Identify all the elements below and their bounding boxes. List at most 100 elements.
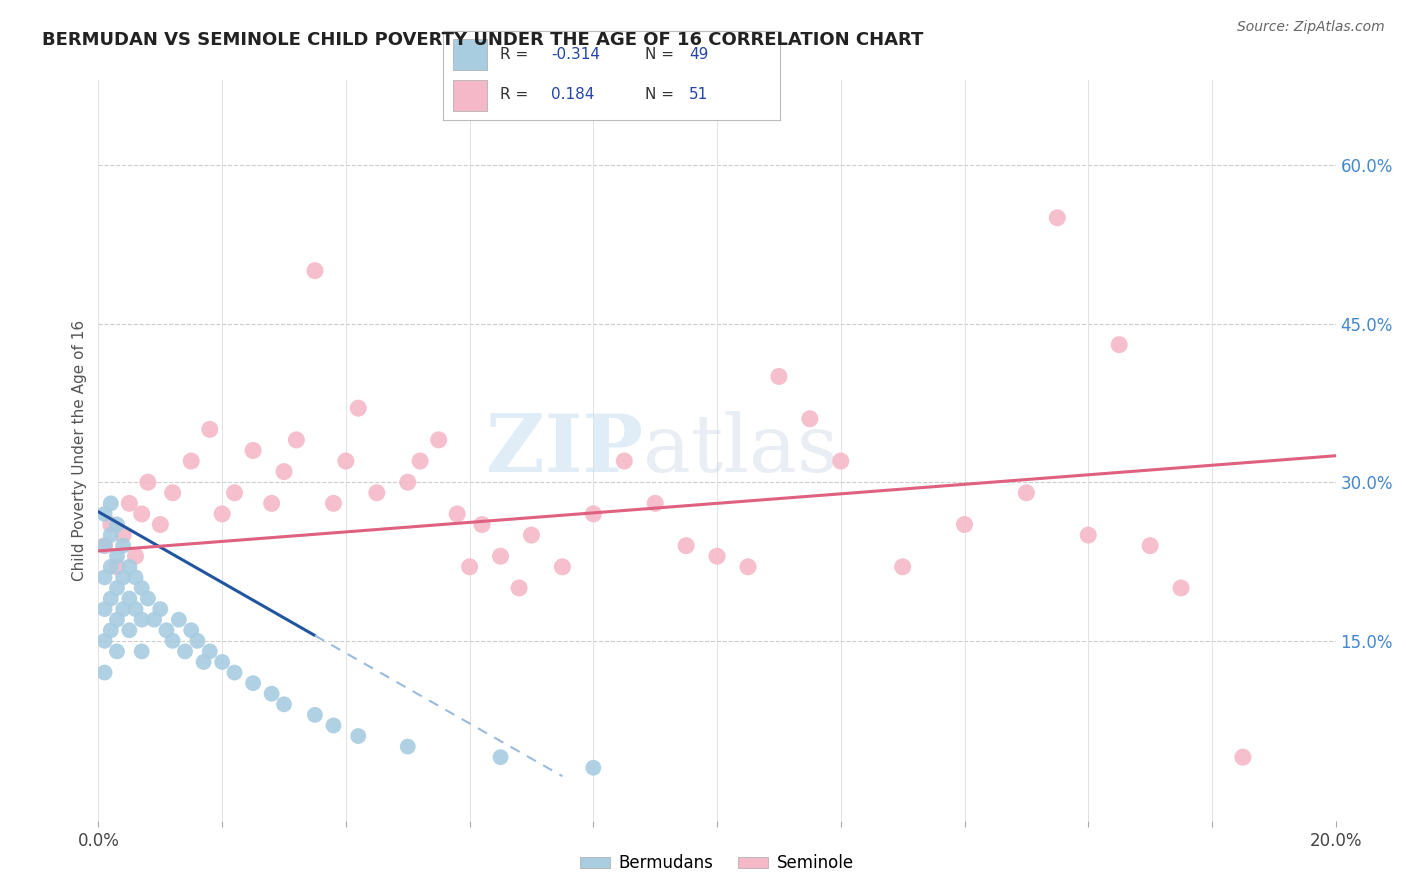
- Point: [149, 602, 172, 616]
- Point: [112, 602, 135, 616]
- Point: [198, 422, 221, 436]
- Point: [335, 454, 357, 468]
- Point: [93, 633, 115, 648]
- Text: -0.314: -0.314: [551, 47, 600, 62]
- Point: [891, 559, 914, 574]
- Point: [768, 369, 790, 384]
- Text: Source: ZipAtlas.com: Source: ZipAtlas.com: [1237, 20, 1385, 34]
- Text: BERMUDAN VS SEMINOLE CHILD POVERTY UNDER THE AGE OF 16 CORRELATION CHART: BERMUDAN VS SEMINOLE CHILD POVERTY UNDER…: [42, 31, 924, 49]
- Point: [93, 665, 115, 680]
- Point: [155, 624, 177, 638]
- Point: [118, 591, 141, 606]
- Point: [304, 263, 326, 277]
- Point: [100, 528, 122, 542]
- Point: [93, 539, 115, 553]
- FancyBboxPatch shape: [453, 39, 486, 70]
- Point: [124, 549, 146, 564]
- Point: [1232, 750, 1254, 764]
- Point: [366, 485, 388, 500]
- Point: [162, 633, 184, 648]
- Text: R =: R =: [501, 87, 529, 103]
- Point: [953, 517, 976, 532]
- Point: [582, 507, 605, 521]
- Point: [1108, 337, 1130, 351]
- Point: [644, 496, 666, 510]
- Point: [446, 507, 468, 521]
- Point: [1015, 485, 1038, 500]
- Point: [211, 507, 233, 521]
- Point: [224, 665, 246, 680]
- Point: [118, 624, 141, 638]
- Text: R =: R =: [501, 47, 529, 62]
- Point: [613, 454, 636, 468]
- Point: [124, 602, 146, 616]
- Point: [347, 729, 370, 743]
- Point: [131, 613, 153, 627]
- Legend: Bermudans, Seminole: Bermudans, Seminole: [574, 847, 860, 879]
- Point: [100, 517, 122, 532]
- Point: [285, 433, 308, 447]
- Point: [489, 750, 512, 764]
- Point: [224, 485, 246, 500]
- Point: [706, 549, 728, 564]
- Point: [100, 624, 122, 638]
- Point: [100, 559, 122, 574]
- Point: [93, 507, 115, 521]
- Point: [105, 517, 128, 532]
- Point: [551, 559, 574, 574]
- Text: 49: 49: [689, 47, 709, 62]
- Text: N =: N =: [645, 47, 675, 62]
- Point: [136, 591, 159, 606]
- Point: [520, 528, 543, 542]
- Point: [322, 496, 344, 510]
- Point: [124, 570, 146, 584]
- Point: [162, 485, 184, 500]
- Text: N =: N =: [645, 87, 675, 103]
- Point: [112, 528, 135, 542]
- Point: [427, 433, 450, 447]
- Point: [112, 570, 135, 584]
- Point: [105, 549, 128, 564]
- Point: [198, 644, 221, 658]
- Point: [260, 687, 283, 701]
- Point: [93, 539, 115, 553]
- Point: [471, 517, 494, 532]
- Text: atlas: atlas: [643, 411, 838, 490]
- Point: [1046, 211, 1069, 225]
- Point: [93, 570, 115, 584]
- Point: [100, 591, 122, 606]
- Point: [304, 707, 326, 722]
- Point: [1139, 539, 1161, 553]
- Point: [458, 559, 481, 574]
- Point: [347, 401, 370, 416]
- Point: [186, 633, 208, 648]
- Point: [322, 718, 344, 732]
- Point: [131, 507, 153, 521]
- Point: [118, 559, 141, 574]
- Point: [105, 613, 128, 627]
- Point: [409, 454, 432, 468]
- Point: [1077, 528, 1099, 542]
- Point: [193, 655, 215, 669]
- Text: 0.184: 0.184: [551, 87, 595, 103]
- Point: [489, 549, 512, 564]
- Point: [260, 496, 283, 510]
- Point: [799, 411, 821, 425]
- Point: [131, 644, 153, 658]
- Point: [93, 602, 115, 616]
- Point: [675, 539, 697, 553]
- Point: [143, 613, 166, 627]
- Point: [136, 475, 159, 490]
- Point: [396, 475, 419, 490]
- Point: [582, 761, 605, 775]
- Point: [180, 454, 202, 468]
- Text: 51: 51: [689, 87, 709, 103]
- Point: [211, 655, 233, 669]
- FancyBboxPatch shape: [453, 80, 486, 112]
- Point: [1170, 581, 1192, 595]
- Point: [174, 644, 197, 658]
- Point: [273, 465, 295, 479]
- Point: [118, 496, 141, 510]
- Point: [112, 539, 135, 553]
- Point: [167, 613, 190, 627]
